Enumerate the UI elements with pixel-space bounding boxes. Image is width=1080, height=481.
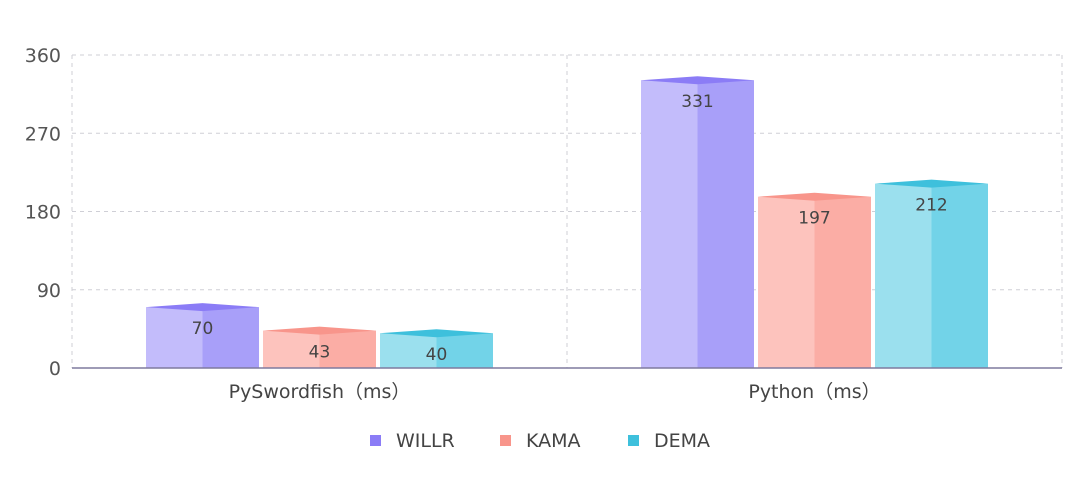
bar-kama-0-left-face[interactable] <box>263 330 320 368</box>
legend-swatch-kama[interactable] <box>500 435 511 446</box>
bar-willr-0-top[interactable] <box>146 303 259 312</box>
legend-swatch-willr[interactable] <box>370 435 381 446</box>
x-tick-label-1: Python（ms） <box>748 381 880 403</box>
data-label-kama-1: 197 <box>798 209 830 229</box>
bar-kama-1-top[interactable] <box>758 192 871 201</box>
data-label-willr-0: 70 <box>192 319 214 339</box>
bar-willr-0-right-face[interactable] <box>202 307 260 368</box>
bar-dema-1-top[interactable] <box>875 179 988 188</box>
data-label-dema-1: 212 <box>915 196 947 216</box>
bar-willr-1-right-face[interactable] <box>697 80 755 368</box>
bar-dema-0-left-face[interactable] <box>380 333 437 368</box>
bar-willr-1-left-face[interactable] <box>641 80 698 368</box>
y-tick-label-1: 90 <box>37 280 61 302</box>
y-tick-label-0: 0 <box>49 358 61 380</box>
bar-dema-1-left-face[interactable] <box>875 183 932 368</box>
bar-kama-0-top[interactable] <box>263 326 376 335</box>
bar-kama-1-left-face[interactable] <box>758 196 815 368</box>
data-label-willr-1: 331 <box>681 92 713 112</box>
y-tick-label-3: 270 <box>25 123 61 145</box>
legend-swatch-dema[interactable] <box>628 435 639 446</box>
bar-dema-0-top[interactable] <box>380 329 493 338</box>
data-label-kama-0: 43 <box>309 343 331 363</box>
bar-kama-1-right-face[interactable] <box>814 196 872 368</box>
bar-willr-0-left-face[interactable] <box>146 307 203 368</box>
data-label-dema-0: 40 <box>426 345 448 365</box>
legend-label-dema[interactable]: DEMA <box>654 430 710 452</box>
bar-kama-0-right-face[interactable] <box>319 330 377 368</box>
x-tick-label-0: PySwordfish（ms） <box>229 381 411 403</box>
y-tick-label-4: 360 <box>25 45 61 67</box>
legend-label-willr[interactable]: WILLR <box>396 430 455 452</box>
bar-dema-1-right-face[interactable] <box>931 183 989 368</box>
bar-dema-0-right-face[interactable] <box>436 333 494 368</box>
legend-label-kama[interactable]: KAMA <box>526 430 581 452</box>
bar-willr-1-top[interactable] <box>641 76 754 85</box>
y-tick-label-2: 180 <box>25 202 61 224</box>
